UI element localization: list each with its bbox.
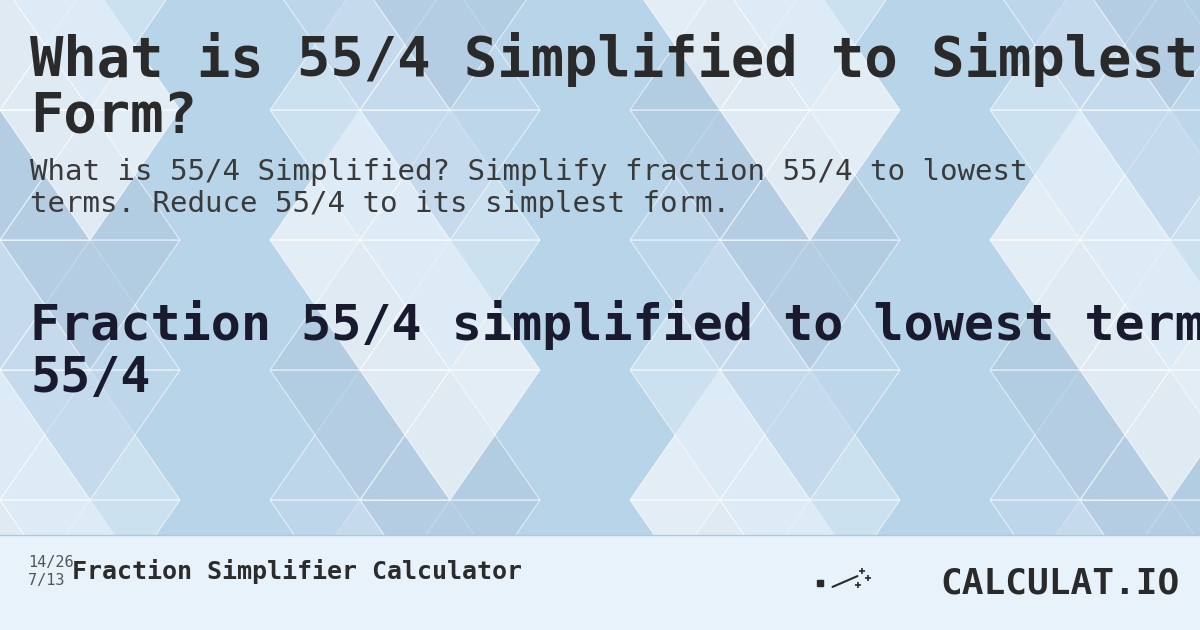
Polygon shape — [0, 0, 180, 110]
Text: Form?: Form? — [30, 90, 197, 143]
Polygon shape — [1080, 370, 1200, 500]
Polygon shape — [0, 370, 180, 500]
Polygon shape — [630, 240, 810, 370]
Polygon shape — [360, 500, 540, 630]
Text: 14/26: 14/26 — [28, 554, 73, 570]
Polygon shape — [630, 370, 810, 500]
Polygon shape — [270, 0, 450, 110]
Polygon shape — [720, 370, 900, 500]
Text: CALCULAT.IO: CALCULAT.IO — [941, 566, 1180, 600]
Polygon shape — [270, 240, 450, 370]
Bar — [0, 535, 1200, 630]
Polygon shape — [270, 370, 450, 500]
Polygon shape — [0, 240, 180, 370]
Polygon shape — [0, 240, 90, 370]
Polygon shape — [0, 370, 90, 500]
Polygon shape — [1080, 370, 1200, 500]
Text: 7/13: 7/13 — [28, 573, 65, 588]
Polygon shape — [990, 110, 1170, 240]
Polygon shape — [360, 110, 540, 240]
Polygon shape — [630, 0, 810, 110]
Polygon shape — [990, 370, 1170, 500]
Polygon shape — [1080, 500, 1200, 630]
Polygon shape — [360, 240, 540, 370]
Polygon shape — [630, 370, 810, 500]
Text: What is 55/4 Simplified? Simplify fraction 55/4 to lowest: What is 55/4 Simplified? Simplify fracti… — [30, 158, 1027, 186]
Polygon shape — [1080, 500, 1200, 630]
Polygon shape — [0, 0, 90, 110]
Polygon shape — [0, 0, 90, 110]
Polygon shape — [720, 110, 900, 240]
Polygon shape — [720, 0, 900, 110]
Polygon shape — [270, 0, 450, 110]
Polygon shape — [270, 500, 450, 630]
Text: Fraction 55/4 simplified to lowest terms is: Fraction 55/4 simplified to lowest terms… — [30, 300, 1200, 350]
Polygon shape — [270, 500, 450, 630]
Polygon shape — [0, 370, 180, 500]
Polygon shape — [720, 110, 900, 240]
Polygon shape — [270, 110, 450, 240]
Polygon shape — [360, 500, 540, 630]
Polygon shape — [1080, 110, 1200, 240]
Polygon shape — [990, 0, 1170, 110]
Polygon shape — [360, 0, 540, 110]
Polygon shape — [0, 240, 90, 370]
Polygon shape — [1080, 240, 1200, 370]
Polygon shape — [0, 500, 180, 630]
Polygon shape — [630, 110, 810, 240]
Polygon shape — [0, 110, 180, 240]
Polygon shape — [630, 500, 810, 630]
Polygon shape — [270, 110, 450, 240]
Polygon shape — [720, 240, 900, 370]
Polygon shape — [0, 500, 180, 630]
Polygon shape — [720, 0, 900, 110]
Polygon shape — [720, 370, 900, 500]
Polygon shape — [990, 370, 1170, 500]
Polygon shape — [990, 0, 1170, 110]
Text: 55/4: 55/4 — [30, 354, 150, 402]
Polygon shape — [270, 370, 450, 500]
Polygon shape — [990, 500, 1170, 630]
Polygon shape — [630, 500, 810, 630]
Polygon shape — [360, 110, 540, 240]
Polygon shape — [360, 370, 540, 500]
Text: terms. Reduce 55/4 to its simplest form.: terms. Reduce 55/4 to its simplest form. — [30, 190, 730, 218]
Polygon shape — [990, 240, 1170, 370]
Polygon shape — [1080, 110, 1200, 240]
Polygon shape — [1080, 0, 1200, 110]
Polygon shape — [0, 500, 90, 630]
Text: What is 55/4 Simplified to Simplest: What is 55/4 Simplified to Simplest — [30, 32, 1198, 87]
Polygon shape — [360, 0, 540, 110]
Polygon shape — [720, 500, 900, 630]
Polygon shape — [1080, 240, 1200, 370]
Polygon shape — [720, 500, 900, 630]
Polygon shape — [0, 110, 90, 240]
Polygon shape — [0, 240, 180, 370]
Polygon shape — [630, 0, 810, 110]
Polygon shape — [990, 500, 1170, 630]
Polygon shape — [0, 500, 90, 630]
Polygon shape — [0, 110, 90, 240]
Polygon shape — [360, 240, 540, 370]
Polygon shape — [360, 370, 540, 500]
Polygon shape — [1080, 0, 1200, 110]
Polygon shape — [0, 0, 180, 110]
Polygon shape — [990, 240, 1170, 370]
Polygon shape — [990, 110, 1170, 240]
Polygon shape — [0, 110, 180, 240]
Text: Fraction Simplifier Calculator: Fraction Simplifier Calculator — [72, 559, 522, 583]
Polygon shape — [630, 240, 810, 370]
Polygon shape — [630, 110, 810, 240]
Polygon shape — [270, 240, 450, 370]
Polygon shape — [720, 240, 900, 370]
Polygon shape — [0, 370, 90, 500]
